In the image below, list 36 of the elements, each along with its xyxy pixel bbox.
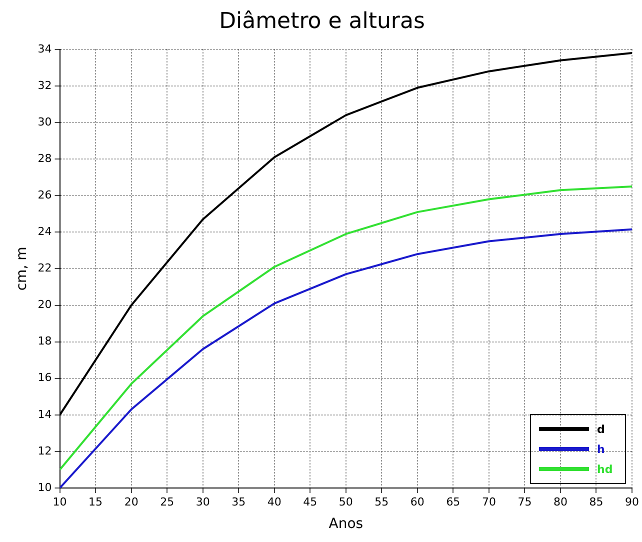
x-axis-title: Anos xyxy=(328,516,364,532)
x-tick-label: 85 xyxy=(589,495,604,508)
x-tick-label: 30 xyxy=(196,495,210,508)
x-tick-label: 40 xyxy=(267,495,282,508)
x-tick-label: 65 xyxy=(446,495,460,508)
x-tick-label: 50 xyxy=(338,495,353,508)
y-tick-label: 30 xyxy=(38,115,52,128)
x-tick-label: 70 xyxy=(482,495,496,508)
y-tick-label: 16 xyxy=(38,371,52,384)
x-tick-label: 45 xyxy=(303,495,318,508)
chart-title: Diâmetro e alturas xyxy=(219,8,425,34)
y-tick-label: 20 xyxy=(38,298,52,312)
x-tick-label: 80 xyxy=(553,495,568,508)
x-tick-label: 75 xyxy=(518,495,532,508)
x-tick-label: 35 xyxy=(232,495,246,508)
y-tick-label: 18 xyxy=(38,334,52,348)
y-tick-label: 24 xyxy=(38,225,52,238)
legend-label: d xyxy=(597,422,605,436)
x-tick-label: 90 xyxy=(625,495,639,508)
y-tick-label: 28 xyxy=(38,152,52,165)
x-tick-label: 10 xyxy=(52,495,67,508)
x-tick-label: 15 xyxy=(88,495,103,508)
y-tick-label: 22 xyxy=(38,262,52,275)
y-tick-label: 14 xyxy=(38,408,52,421)
y-tick-label: 32 xyxy=(38,78,52,92)
y-tick-label: 12 xyxy=(38,444,52,458)
legend-label: hd xyxy=(597,462,613,476)
y-tick-label: 10 xyxy=(38,480,52,494)
x-tick-label: 60 xyxy=(410,495,424,508)
legend-label: h xyxy=(597,442,605,456)
x-tick-label: 20 xyxy=(124,495,138,508)
y-tick-label: 26 xyxy=(38,188,52,202)
x-tick-label: 25 xyxy=(160,495,174,508)
y-axis-title: cm, m xyxy=(14,246,30,291)
x-tick-label: 55 xyxy=(374,495,389,508)
y-tick-label: 34 xyxy=(38,42,52,56)
